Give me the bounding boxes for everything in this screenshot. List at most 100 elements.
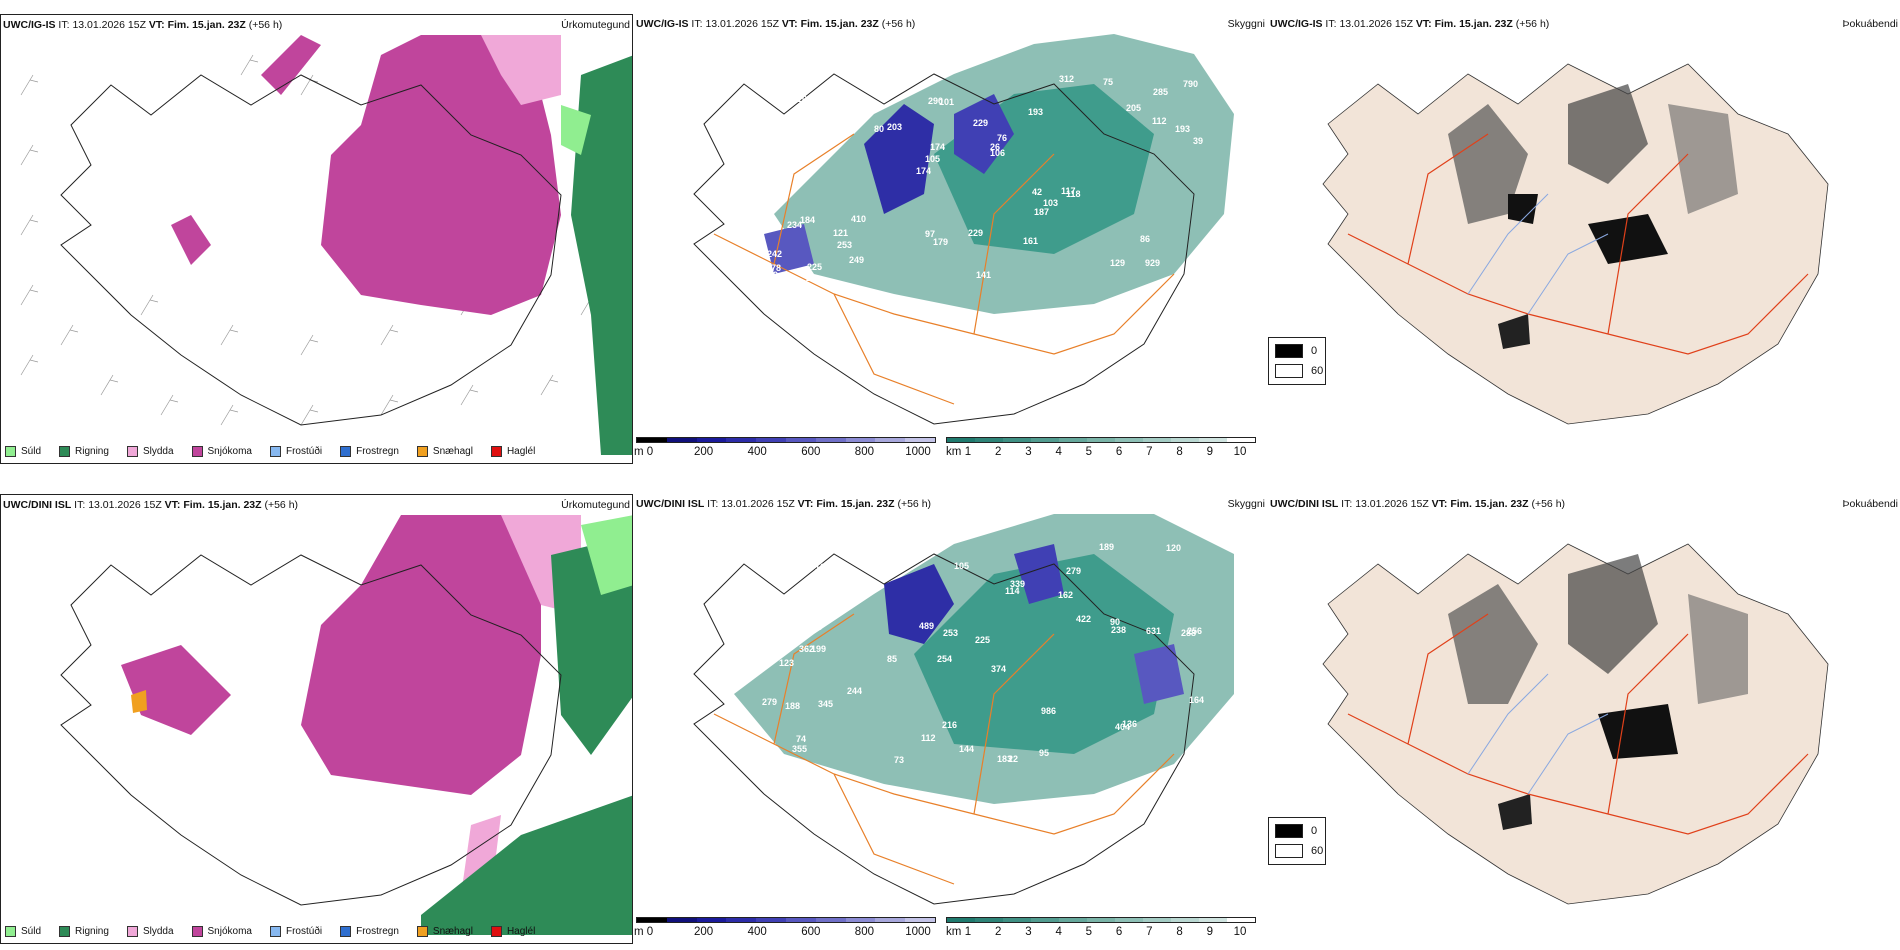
cloud-base-value: 74: [796, 734, 806, 744]
panel-title-6: UWC/DINI ISL IT: 13.01.2026 15Z VT: Fim.…: [1270, 498, 1566, 510]
snow-streak: [261, 35, 321, 95]
iceland-outline-2: [693, 73, 1195, 425]
fog-black-6a: [1598, 704, 1678, 759]
colorbar-tick: 800: [854, 446, 874, 458]
colorbar-tick: 9: [1206, 926, 1213, 938]
cloud-base-value: 85: [887, 654, 897, 664]
drizzle-area: [561, 105, 591, 155]
cloud-base-value: 345: [818, 699, 833, 709]
colorbar-km-1: km 1 2 3 4 5 6 7 8 9 10: [946, 437, 1256, 464]
cloud-base-value: 308: [807, 622, 822, 632]
cloud-base-value: 253: [837, 240, 852, 250]
legend-hail-2: Haglél: [490, 926, 535, 937]
cloud-base-value: 422: [1076, 614, 1091, 624]
cloud-base-value: 129: [1110, 258, 1125, 268]
cloud-base-value: 410: [851, 214, 866, 224]
snow-pellets-2: [131, 690, 147, 713]
colorbar-tick: 200: [694, 446, 714, 458]
cloud-base-value: 312: [1059, 74, 1074, 84]
colorbar-tick: 2: [995, 926, 1002, 938]
cloud-base-label-2: Skyggni: [1227, 498, 1265, 510]
colorbar-m-2: m 0 200 400 600 800 1000: [634, 917, 936, 944]
legend-freezing-rain-2: Frostregn: [340, 926, 399, 937]
panel-title-5: UWC/DINI ISL IT: 13.01.2026 15Z VT: Fim.…: [636, 498, 932, 510]
legend-freezing-drizzle-2: Frostúði: [269, 926, 322, 937]
cloud-base-value: 231: [897, 539, 912, 549]
precip-legend-2: Súld Rigning Slydda Snjókoma Frostúði Fr…: [5, 926, 535, 937]
cloud-base-value: 183: [997, 754, 1012, 764]
cloud-base-value: 75: [1103, 77, 1113, 87]
cloud-base-value: 105: [925, 154, 940, 164]
blue-area-2: [954, 94, 1014, 174]
fog-legend-2: 0 60: [1268, 817, 1326, 865]
cloud-base-value: 161: [1023, 236, 1038, 246]
cloud-base-value: 193: [1028, 107, 1043, 117]
precip-type-label-2: Úrkomutegund: [561, 499, 630, 511]
colorbar-tick: 600: [801, 926, 821, 938]
fog-index-map-2: [1322, 543, 1829, 905]
colorbar-tick: 8: [1176, 446, 1183, 458]
cloud-base-value: 101: [939, 97, 954, 107]
rain-area: [571, 55, 632, 455]
legend-hail: Haglél: [490, 446, 535, 457]
cloud-base-value: 162: [1058, 590, 1073, 600]
panel-title-4: UWC/DINI ISL IT: 13.01.2026 15Z VT: Fim.…: [3, 499, 299, 511]
cloud-base-value: 107: [886, 548, 901, 558]
iceland-outline-5: [693, 553, 1195, 905]
snow-area-main: [321, 35, 561, 315]
colorbar-tick: 1000: [905, 446, 931, 458]
cloud-base-value: 283: [827, 132, 842, 142]
blue-area-2a: [884, 564, 954, 644]
cloud-base-value: 141: [976, 270, 991, 280]
cloud-base-value: 244: [847, 686, 862, 696]
cloud-base-value: 362: [799, 644, 814, 654]
cloud-base-values-1: 929 287 285 174 193 225 290 229 184 203 242 253 101 7…: [767, 56, 1203, 283]
cloud-base-value: 187: [1034, 207, 1049, 217]
blue-area-1: [864, 104, 934, 214]
cloud-base-value: 790: [1183, 79, 1198, 89]
fog-dark-3: [1668, 104, 1738, 214]
cloud-base-value: 39: [1193, 136, 1203, 146]
colorbar-tick: 4: [1055, 446, 1062, 458]
cloud-base-label: Skyggni: [1227, 18, 1265, 30]
fog-index-panel-2: UWC/DINI ISL IT: 13.01.2026 15Z VT: Fim.…: [1268, 494, 1900, 944]
snow-area-small: [171, 215, 211, 265]
cloud-base-value: 123: [779, 658, 794, 668]
cloud-base-value: 112: [1152, 116, 1167, 126]
legend-snow-pellets: Snæhagl: [416, 446, 473, 457]
cloud-base-value: 225: [807, 262, 822, 272]
blue-area-2b: [1014, 544, 1064, 604]
cloud-base-value: 121: [833, 228, 848, 238]
cloud-base-value: 97: [925, 229, 935, 239]
cloud-base-value: 355: [792, 744, 807, 754]
snow-area-west-2: [121, 645, 231, 735]
precip-type-panel-2: UWC/DINI ISL IT: 13.01.2026 15Z VT: Fim.…: [0, 494, 633, 944]
cloud-base-value: 188: [785, 701, 800, 711]
legend-sleet-2: Slydda: [126, 926, 174, 937]
cloud-base-value: 112: [921, 733, 936, 743]
rain-south-2: [421, 795, 632, 935]
cloud-base-value: 118: [1066, 189, 1081, 199]
colorbar-tick: 4: [1055, 926, 1062, 938]
colorbar-tick: 400: [747, 446, 767, 458]
colorbar-tick: 2: [995, 446, 1002, 458]
cloud-base-value: 144: [959, 744, 974, 754]
cloud-base-value: 26: [990, 142, 1000, 152]
iceland-outline-1: [60, 74, 562, 426]
cloud-base-value: 95: [1039, 748, 1049, 758]
cloud-base-value: 179: [933, 237, 948, 247]
legend-rain-2: Rigning: [59, 926, 109, 937]
precip-type-map: [20, 35, 632, 455]
cloud-base-value: 117: [1061, 186, 1076, 196]
legend-rain: Rigning: [59, 446, 109, 457]
roads-2: [713, 133, 1175, 405]
colorbar-tick: 5: [1085, 446, 1093, 458]
cloud-base-value: 206: [848, 97, 863, 107]
cloud-base-value: 174: [930, 142, 945, 152]
drizzle-area-2: [581, 515, 632, 595]
cloud-base-value: 290: [928, 96, 943, 106]
cloud-base-value: 76: [997, 133, 1007, 143]
cloud-base-value: 184: [800, 215, 815, 225]
roads-5: [713, 613, 1175, 885]
fog-index-label-2: Þokuábendi: [1842, 498, 1898, 510]
